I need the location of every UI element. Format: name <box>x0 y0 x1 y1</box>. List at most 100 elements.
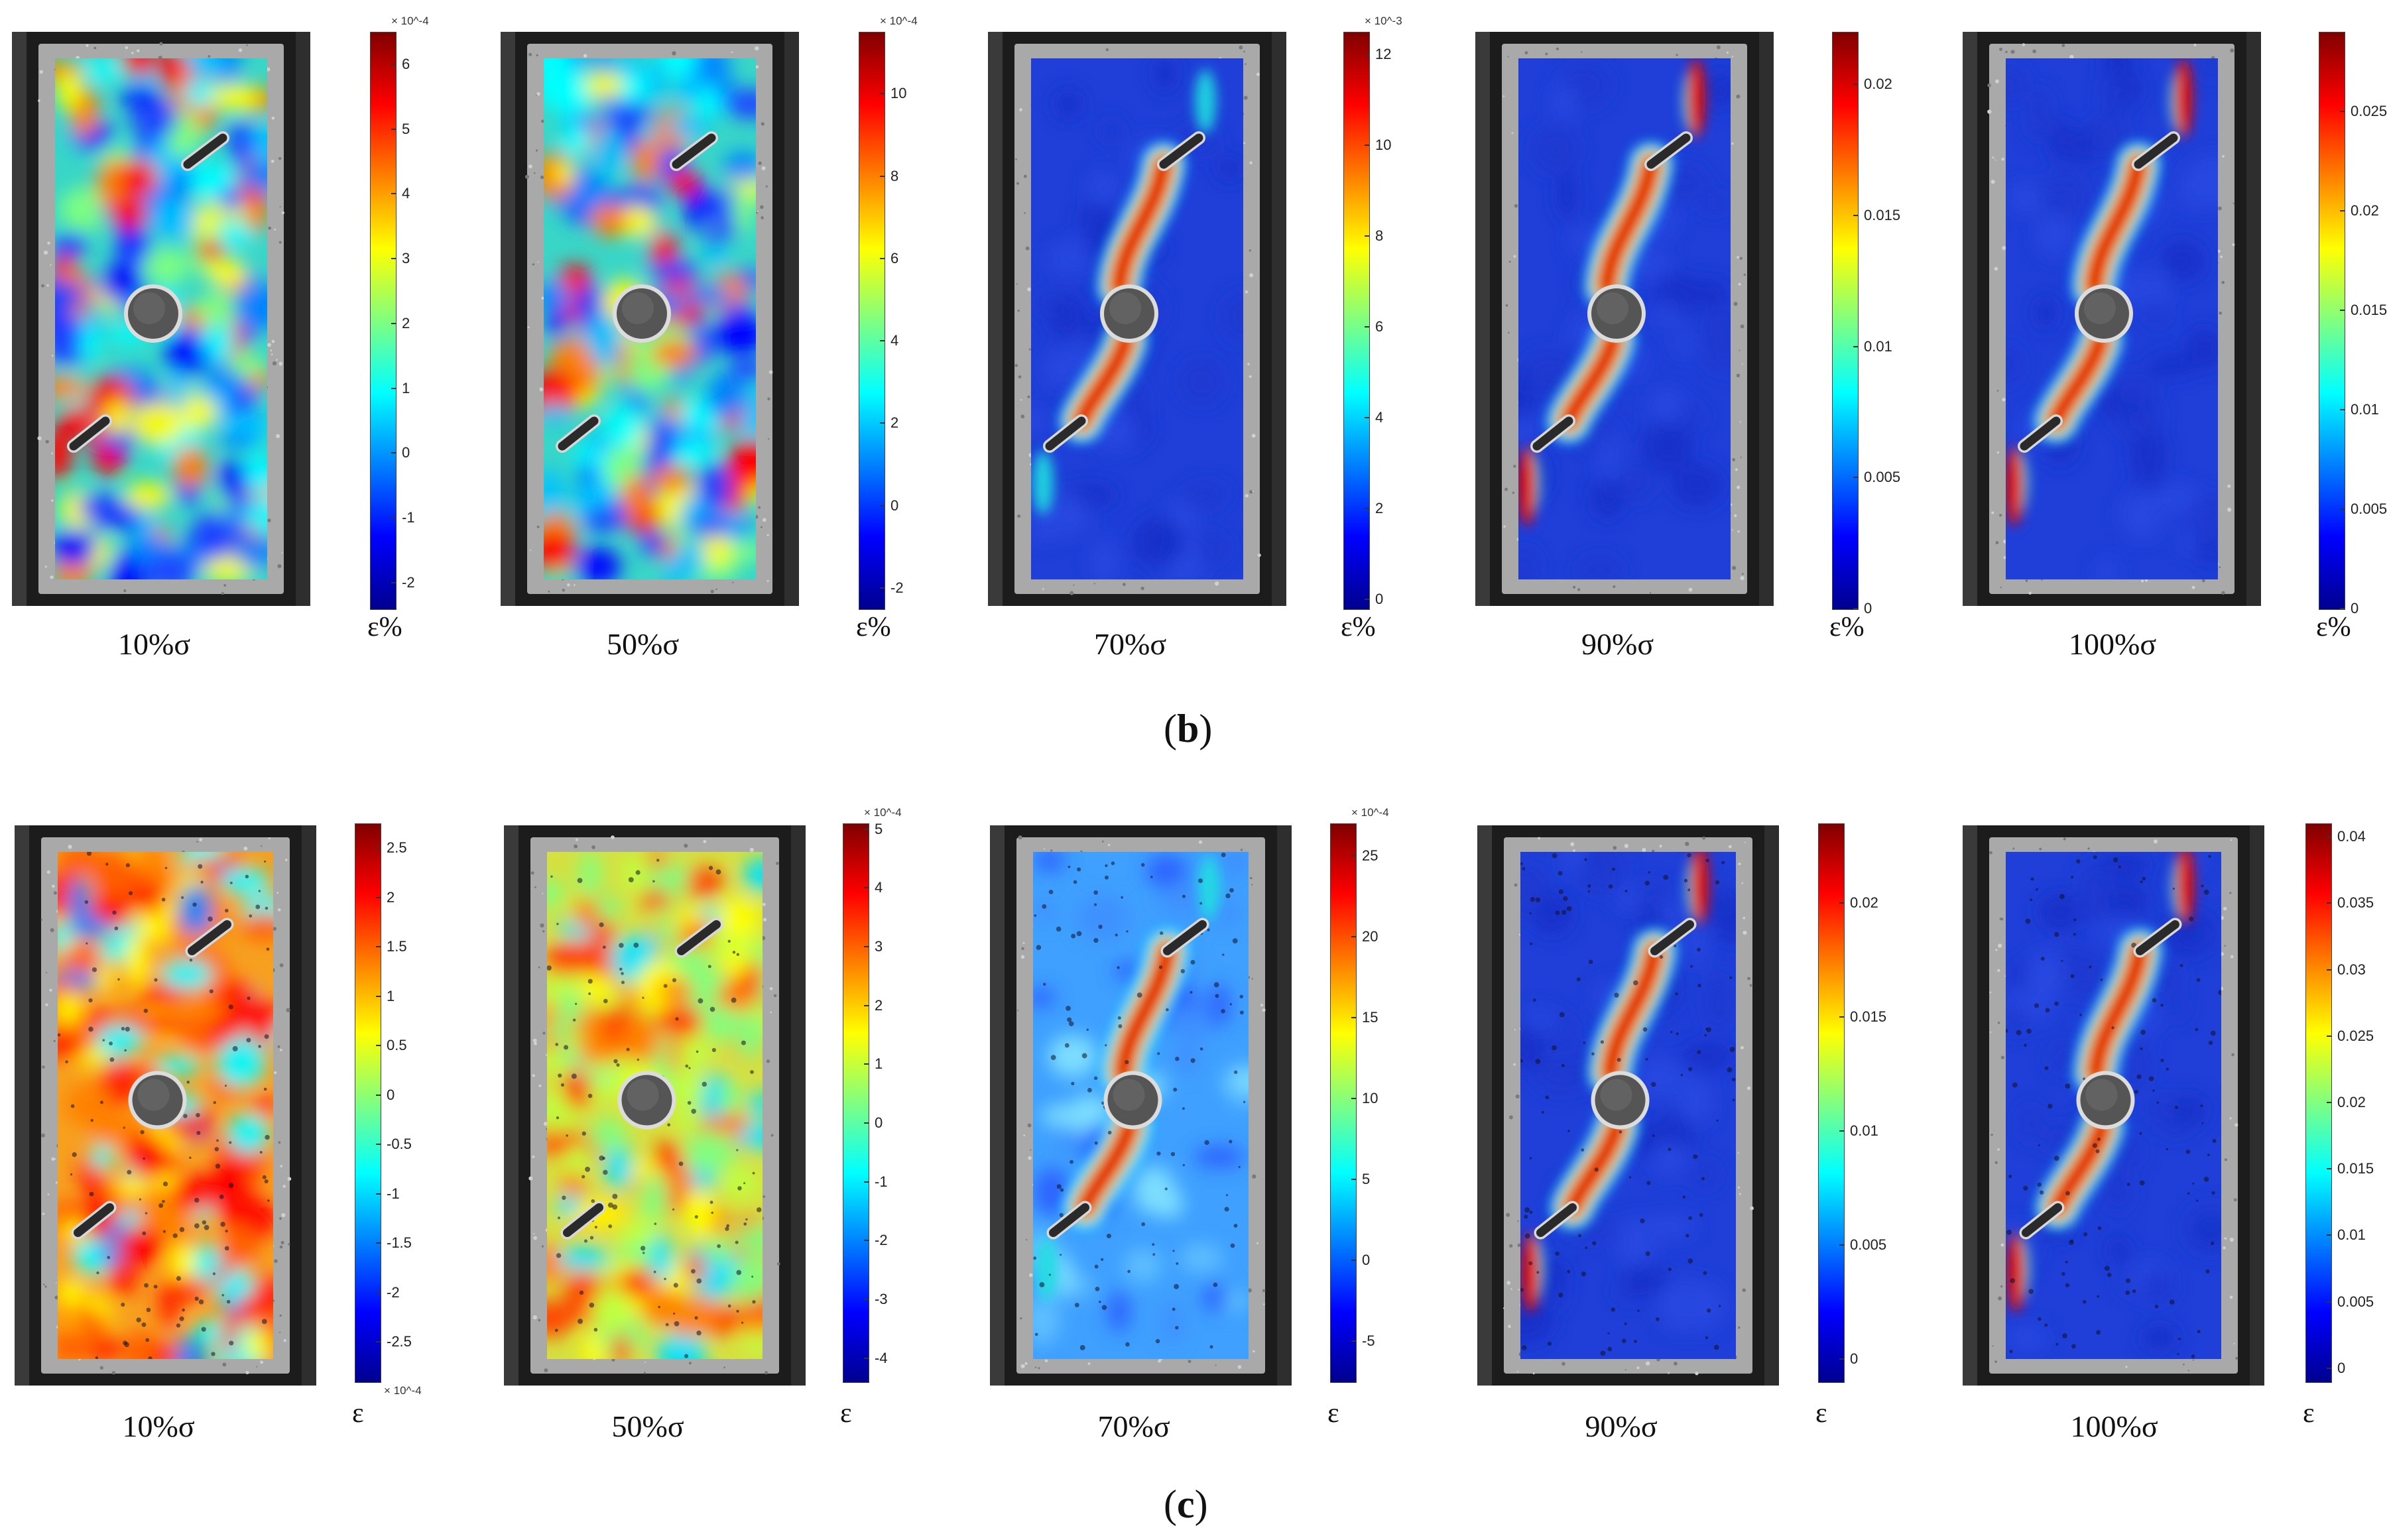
strain-map-b-3 <box>988 32 1286 606</box>
colorbar-tick-mark <box>1853 477 1858 479</box>
colorbar-tick-mark <box>376 1094 381 1096</box>
colorbar-tick-mark <box>2327 1367 2331 1369</box>
colorbar-tick-label: -2 <box>387 1283 400 1301</box>
colorbar-tick-label: -1.5 <box>387 1234 412 1252</box>
colorbar-tick-label: 0.02 <box>1864 76 1892 93</box>
colorbar-tick-mark <box>864 946 869 948</box>
colorbar-tick-mark <box>1351 1097 1356 1099</box>
strain-map-b-2 <box>501 32 799 606</box>
colorbar-tick-mark <box>1839 1016 1844 1018</box>
colorbar-tick-mark <box>376 995 381 997</box>
colorbar-tick-mark <box>2327 1102 2331 1103</box>
colorbar-tick-mark <box>376 896 381 898</box>
colorbar-b-4 <box>1832 32 1859 610</box>
colorbar-tick-label: 1 <box>875 1055 883 1073</box>
colorbar-exponent: × 10^-4 <box>864 806 902 819</box>
colorbar-tick-label: 4 <box>890 332 899 349</box>
colorbar-tick-label: 3 <box>875 938 883 955</box>
colorbar-tick-mark <box>880 422 885 424</box>
colorbar-c-1 <box>355 823 381 1383</box>
colorbar-tick-label: 15 <box>1362 1008 1378 1026</box>
strain-map-c-4 <box>1477 825 1779 1386</box>
colorbar-tick-label: 0 <box>1864 600 1872 617</box>
colorbar-b-3 <box>1343 32 1370 610</box>
colorbar-tick-label: 0 <box>402 444 410 461</box>
colorbar-tick-label: 5 <box>1362 1170 1371 1187</box>
colorbar-tick-mark <box>376 1193 381 1195</box>
colorbar-c-5 <box>2305 823 2332 1383</box>
colorbar-tick-mark <box>1351 1178 1356 1180</box>
colorbar-tick-mark <box>880 93 885 95</box>
colorbar-tick-label: 0 <box>2351 600 2359 617</box>
colorbar-tick-mark <box>880 504 885 506</box>
colorbar-tick-mark <box>864 1298 869 1300</box>
colorbar-unit: ε% <box>856 612 891 642</box>
colorbar-tick-mark <box>880 175 885 177</box>
colorbar-tick-mark <box>1351 855 1356 857</box>
panel-caption: 70%σ <box>1097 1409 1170 1443</box>
colorbar-tick-label: -2 <box>890 579 904 596</box>
colorbar-tick-mark <box>864 1122 869 1124</box>
colorbar-tick-label: 10 <box>890 85 907 102</box>
colorbar-c-4 <box>1818 823 1845 1383</box>
colorbar-b-5 <box>2319 32 2345 610</box>
colorbar-tick-label: 6 <box>1375 318 1384 335</box>
colorbar-tick-label: 5 <box>402 120 410 137</box>
colorbar-tick-label: 25 <box>1362 847 1378 864</box>
colorbar-tick-mark <box>1839 1244 1844 1246</box>
panel-caption: 50%σ <box>611 1409 684 1443</box>
colorbar-tick-label: 0.02 <box>2337 1094 2366 1110</box>
colorbar-tick-label: 0.015 <box>2337 1160 2374 1177</box>
colorbar-exponent: × 10^-4 <box>384 1384 422 1397</box>
colorbar-tick-mark <box>2340 111 2345 112</box>
colorbar-tick-mark <box>391 452 396 454</box>
colorbar-tick-label: 0 <box>1375 591 1384 608</box>
colorbar-exponent: × 10^-3 <box>1365 15 1402 27</box>
colorbar-tick-label: 2 <box>890 414 899 432</box>
colorbar-tick-mark <box>376 847 381 849</box>
colorbar-tick-label: -1 <box>875 1173 888 1190</box>
colorbar-tick-label: 8 <box>1375 227 1384 245</box>
colorbar-tick-label: 0 <box>1362 1251 1371 1268</box>
colorbar-tick-mark <box>2340 210 2345 211</box>
strain-map-b-1 <box>12 32 310 606</box>
colorbar-unit: ε <box>1327 1398 1339 1429</box>
colorbar-tick-label: 8 <box>890 167 899 184</box>
panel-caption: 50%σ <box>607 627 680 661</box>
colorbar-unit: ε <box>1815 1398 1827 1429</box>
colorbar-tick-mark <box>391 193 396 195</box>
colorbar-tick-mark <box>864 1357 869 1359</box>
colorbar-tick-label: 1 <box>387 987 395 1004</box>
colorbar-tick-mark <box>2340 508 2345 510</box>
colorbar-tick-label: -5 <box>1362 1332 1375 1349</box>
colorbar-tick-mark <box>2340 310 2345 311</box>
colorbar-tick-label: -2 <box>875 1232 888 1249</box>
colorbar-tick-label: -2.5 <box>387 1333 412 1350</box>
colorbar-tick-label: 2 <box>402 314 410 331</box>
colorbar-tick-mark <box>391 517 396 519</box>
row-label-b: (b) <box>1164 707 1213 750</box>
colorbar-tick-label: -4 <box>875 1349 888 1366</box>
colorbar-tick-mark <box>1365 235 1369 237</box>
colorbar-tick-label: 6 <box>890 249 899 267</box>
colorbar-unit: ε% <box>1341 612 1376 642</box>
panel-caption: 10%σ <box>122 1409 195 1443</box>
colorbar-tick-mark <box>2327 969 2331 971</box>
panel-caption: 100%σ <box>2069 627 2157 661</box>
panel-caption: 90%σ <box>1581 627 1654 661</box>
colorbar-tick-mark <box>2340 608 2345 609</box>
colorbar-c-2 <box>843 823 869 1383</box>
colorbar-tick-mark <box>1351 1340 1356 1342</box>
colorbar-tick-mark <box>1365 145 1369 147</box>
colorbar-tick-label: 2 <box>387 888 395 906</box>
colorbar-tick-label: 1 <box>402 379 410 396</box>
colorbar-tick-label: 1.5 <box>387 938 407 955</box>
colorbar-tick-label: 5 <box>875 820 883 837</box>
colorbar-tick-mark <box>1839 902 1844 904</box>
colorbar-tick-label: 0.005 <box>1864 469 1901 486</box>
colorbar-tick-mark <box>2327 1035 2331 1037</box>
colorbar-tick-mark <box>1839 1358 1844 1360</box>
colorbar-tick-label: 0.01 <box>2351 401 2379 418</box>
row-label-c: (c) <box>1164 1482 1208 1526</box>
